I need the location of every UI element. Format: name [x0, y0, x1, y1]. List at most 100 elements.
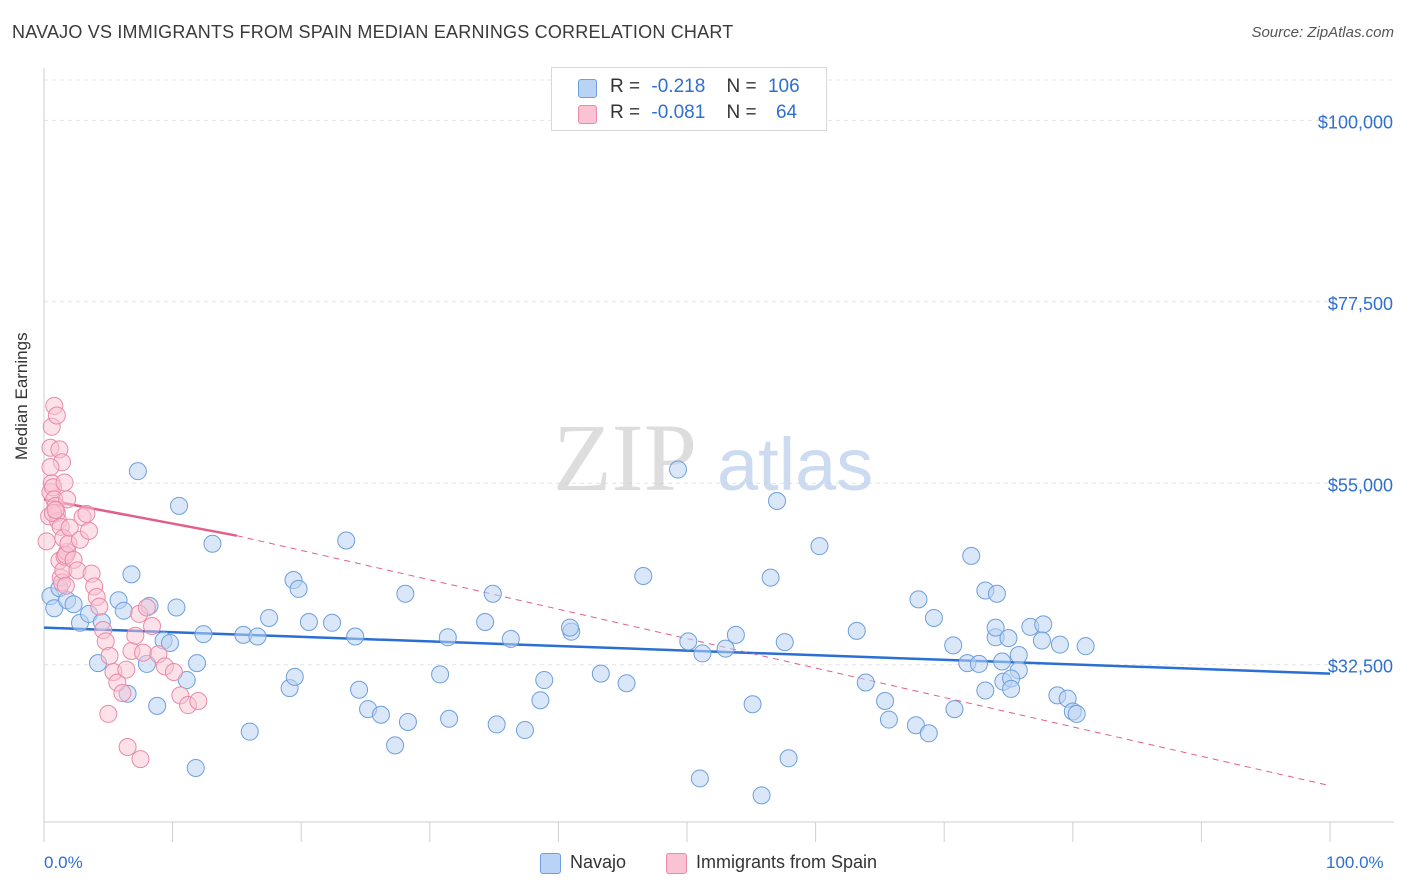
navajo-point — [1067, 704, 1086, 723]
navajo-point — [993, 652, 1012, 671]
navajo-point — [879, 710, 898, 729]
n-label: N = — [726, 102, 757, 123]
navajo-point — [386, 736, 405, 755]
y-tick-label: $55,000 — [1328, 475, 1393, 495]
navajo-point — [323, 613, 342, 632]
navajo-point — [634, 567, 653, 586]
navajo-point — [285, 667, 304, 686]
spain-point — [113, 683, 132, 702]
spain-point — [117, 660, 136, 679]
navajo-point — [969, 654, 988, 673]
navajo-point — [148, 696, 167, 715]
watermark-atlas: atlas — [717, 423, 873, 506]
navajo-point — [396, 584, 415, 603]
grid — [44, 79, 1394, 666]
spain-legend-swatch — [666, 853, 687, 874]
navajo-point — [45, 599, 64, 618]
navajo-point — [976, 681, 995, 700]
y-axis-label: Median Earnings — [12, 332, 31, 460]
navajo-point — [856, 673, 875, 692]
navajo-point — [240, 722, 259, 741]
navajo-point — [1002, 679, 1021, 698]
spain-point — [134, 643, 153, 662]
watermark-zip: ZIP — [553, 404, 697, 511]
navajo-points — [41, 460, 1095, 805]
r-label: R = — [610, 76, 641, 97]
navajo-point — [476, 612, 495, 631]
navajo-legend-swatch — [540, 853, 561, 874]
spain-point — [100, 646, 119, 665]
spain-point — [126, 626, 145, 645]
navajo-swatch — [578, 79, 597, 98]
y-tick-labels: $32,500 $55,000 $77,500 $100,000 — [1318, 112, 1393, 676]
navajo-point — [167, 598, 186, 617]
navajo-point — [743, 695, 762, 714]
navajo-point — [1076, 637, 1095, 656]
stats-legend: R = -0.218 N = 106 R = -0.081 N = 64 — [551, 67, 827, 131]
spain-point — [60, 518, 79, 537]
n-label: N = — [726, 76, 757, 97]
navajo-point — [371, 705, 390, 724]
spain-point — [143, 617, 162, 636]
spain-point — [164, 662, 183, 681]
navajo-point — [64, 595, 83, 614]
navajo-point — [515, 721, 534, 740]
legend-spain-text: R = -0.081 N = 64 — [610, 102, 797, 124]
y-tick-label: $32,500 — [1328, 657, 1393, 677]
navajo-point — [431, 665, 450, 684]
navajo-point — [906, 716, 925, 735]
axes — [43, 68, 1394, 842]
navajo-point — [876, 692, 895, 711]
spain-point — [37, 532, 56, 551]
navajo-n-value: 106 — [767, 76, 800, 97]
navajo-point — [122, 565, 141, 584]
spain-point — [77, 504, 96, 523]
navajo-point — [1034, 615, 1053, 634]
navajo-point — [1009, 646, 1028, 665]
navajo-point — [617, 674, 636, 693]
r-label: R = — [610, 102, 641, 123]
navajo-point — [438, 628, 457, 647]
navajo-point — [177, 671, 196, 690]
navajo-point — [987, 584, 1006, 603]
navajo-point — [260, 608, 279, 627]
spain-point — [118, 737, 137, 756]
y-tick-label: $100,000 — [1318, 112, 1393, 132]
navajo-legend-label: Navajo — [570, 852, 627, 872]
navajo-point — [128, 462, 147, 481]
navajo-point — [161, 633, 180, 652]
spain-legend-label: Immigrants from Spain — [696, 852, 878, 872]
spain-swatch — [578, 105, 597, 124]
navajo-point — [440, 709, 459, 728]
chart-title: NAVAJO VS IMMIGRANTS FROM SPAIN MEDIAN E… — [12, 22, 734, 42]
navajo-point — [194, 625, 213, 644]
navajo-point — [810, 537, 829, 556]
navajo-point — [919, 724, 938, 743]
spain-point — [41, 458, 60, 477]
navajo-point — [560, 618, 579, 637]
x-tick-label-min: 0.0% — [44, 853, 83, 872]
navajo-point — [346, 627, 365, 646]
legend-navajo-text: R = -0.218 N = 106 — [610, 76, 800, 98]
navajo-point — [847, 621, 866, 640]
navajo-point — [924, 608, 943, 627]
spain-point — [131, 750, 150, 769]
source-note: Source: ZipAtlas.com — [1251, 24, 1394, 41]
navajo-point — [962, 546, 981, 565]
navajo-point — [398, 712, 417, 731]
navajo-point — [1050, 635, 1069, 654]
spain-n-value: 64 — [775, 102, 798, 123]
spain-point — [137, 598, 156, 617]
navajo-point — [945, 700, 964, 719]
spain-point — [55, 473, 74, 492]
navajo-point — [1032, 631, 1051, 650]
navajo-point — [775, 633, 794, 652]
navajo-point — [944, 636, 963, 655]
navajo-point — [716, 639, 735, 658]
navajo-point — [690, 769, 709, 788]
navajo-point — [752, 786, 771, 805]
spain-point — [46, 500, 65, 519]
navajo-point — [188, 654, 207, 673]
navajo-point — [693, 644, 712, 663]
navajo-point — [986, 618, 1005, 637]
